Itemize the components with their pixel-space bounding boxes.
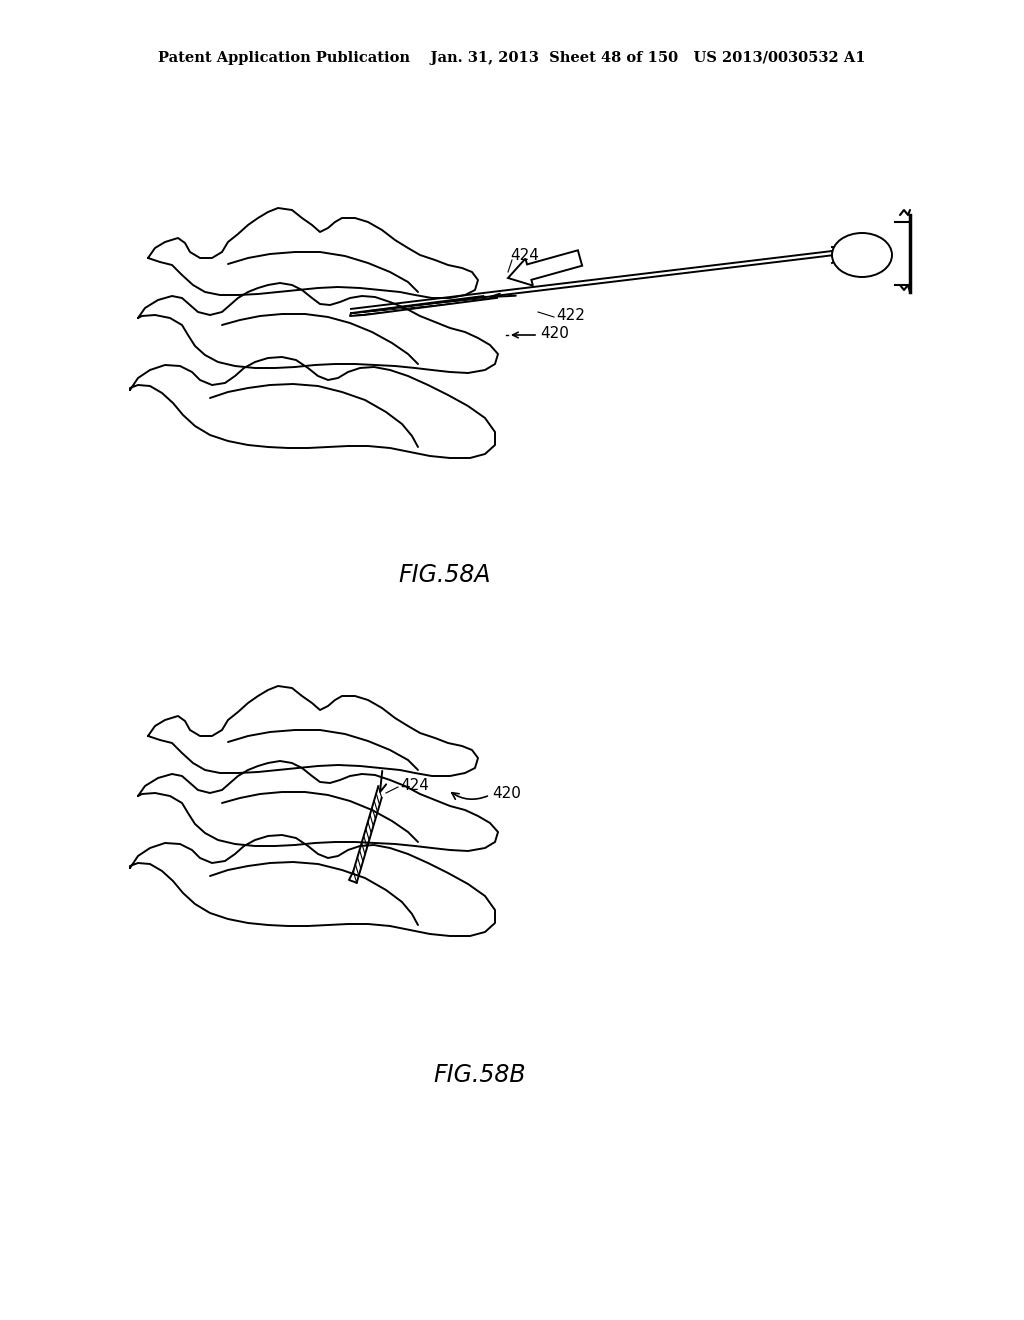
Text: 420: 420 [540, 326, 569, 341]
Text: Patent Application Publication    Jan. 31, 2013  Sheet 48 of 150   US 2013/00305: Patent Application Publication Jan. 31, … [159, 51, 865, 65]
Text: 424: 424 [510, 248, 539, 263]
Text: 424: 424 [400, 777, 429, 792]
Text: FIG.58A: FIG.58A [398, 564, 492, 587]
Text: 420: 420 [492, 785, 521, 800]
Text: 422: 422 [556, 308, 585, 322]
Ellipse shape [831, 234, 892, 277]
Text: FIG.58B: FIG.58B [434, 1063, 526, 1086]
FancyArrow shape [508, 251, 582, 285]
